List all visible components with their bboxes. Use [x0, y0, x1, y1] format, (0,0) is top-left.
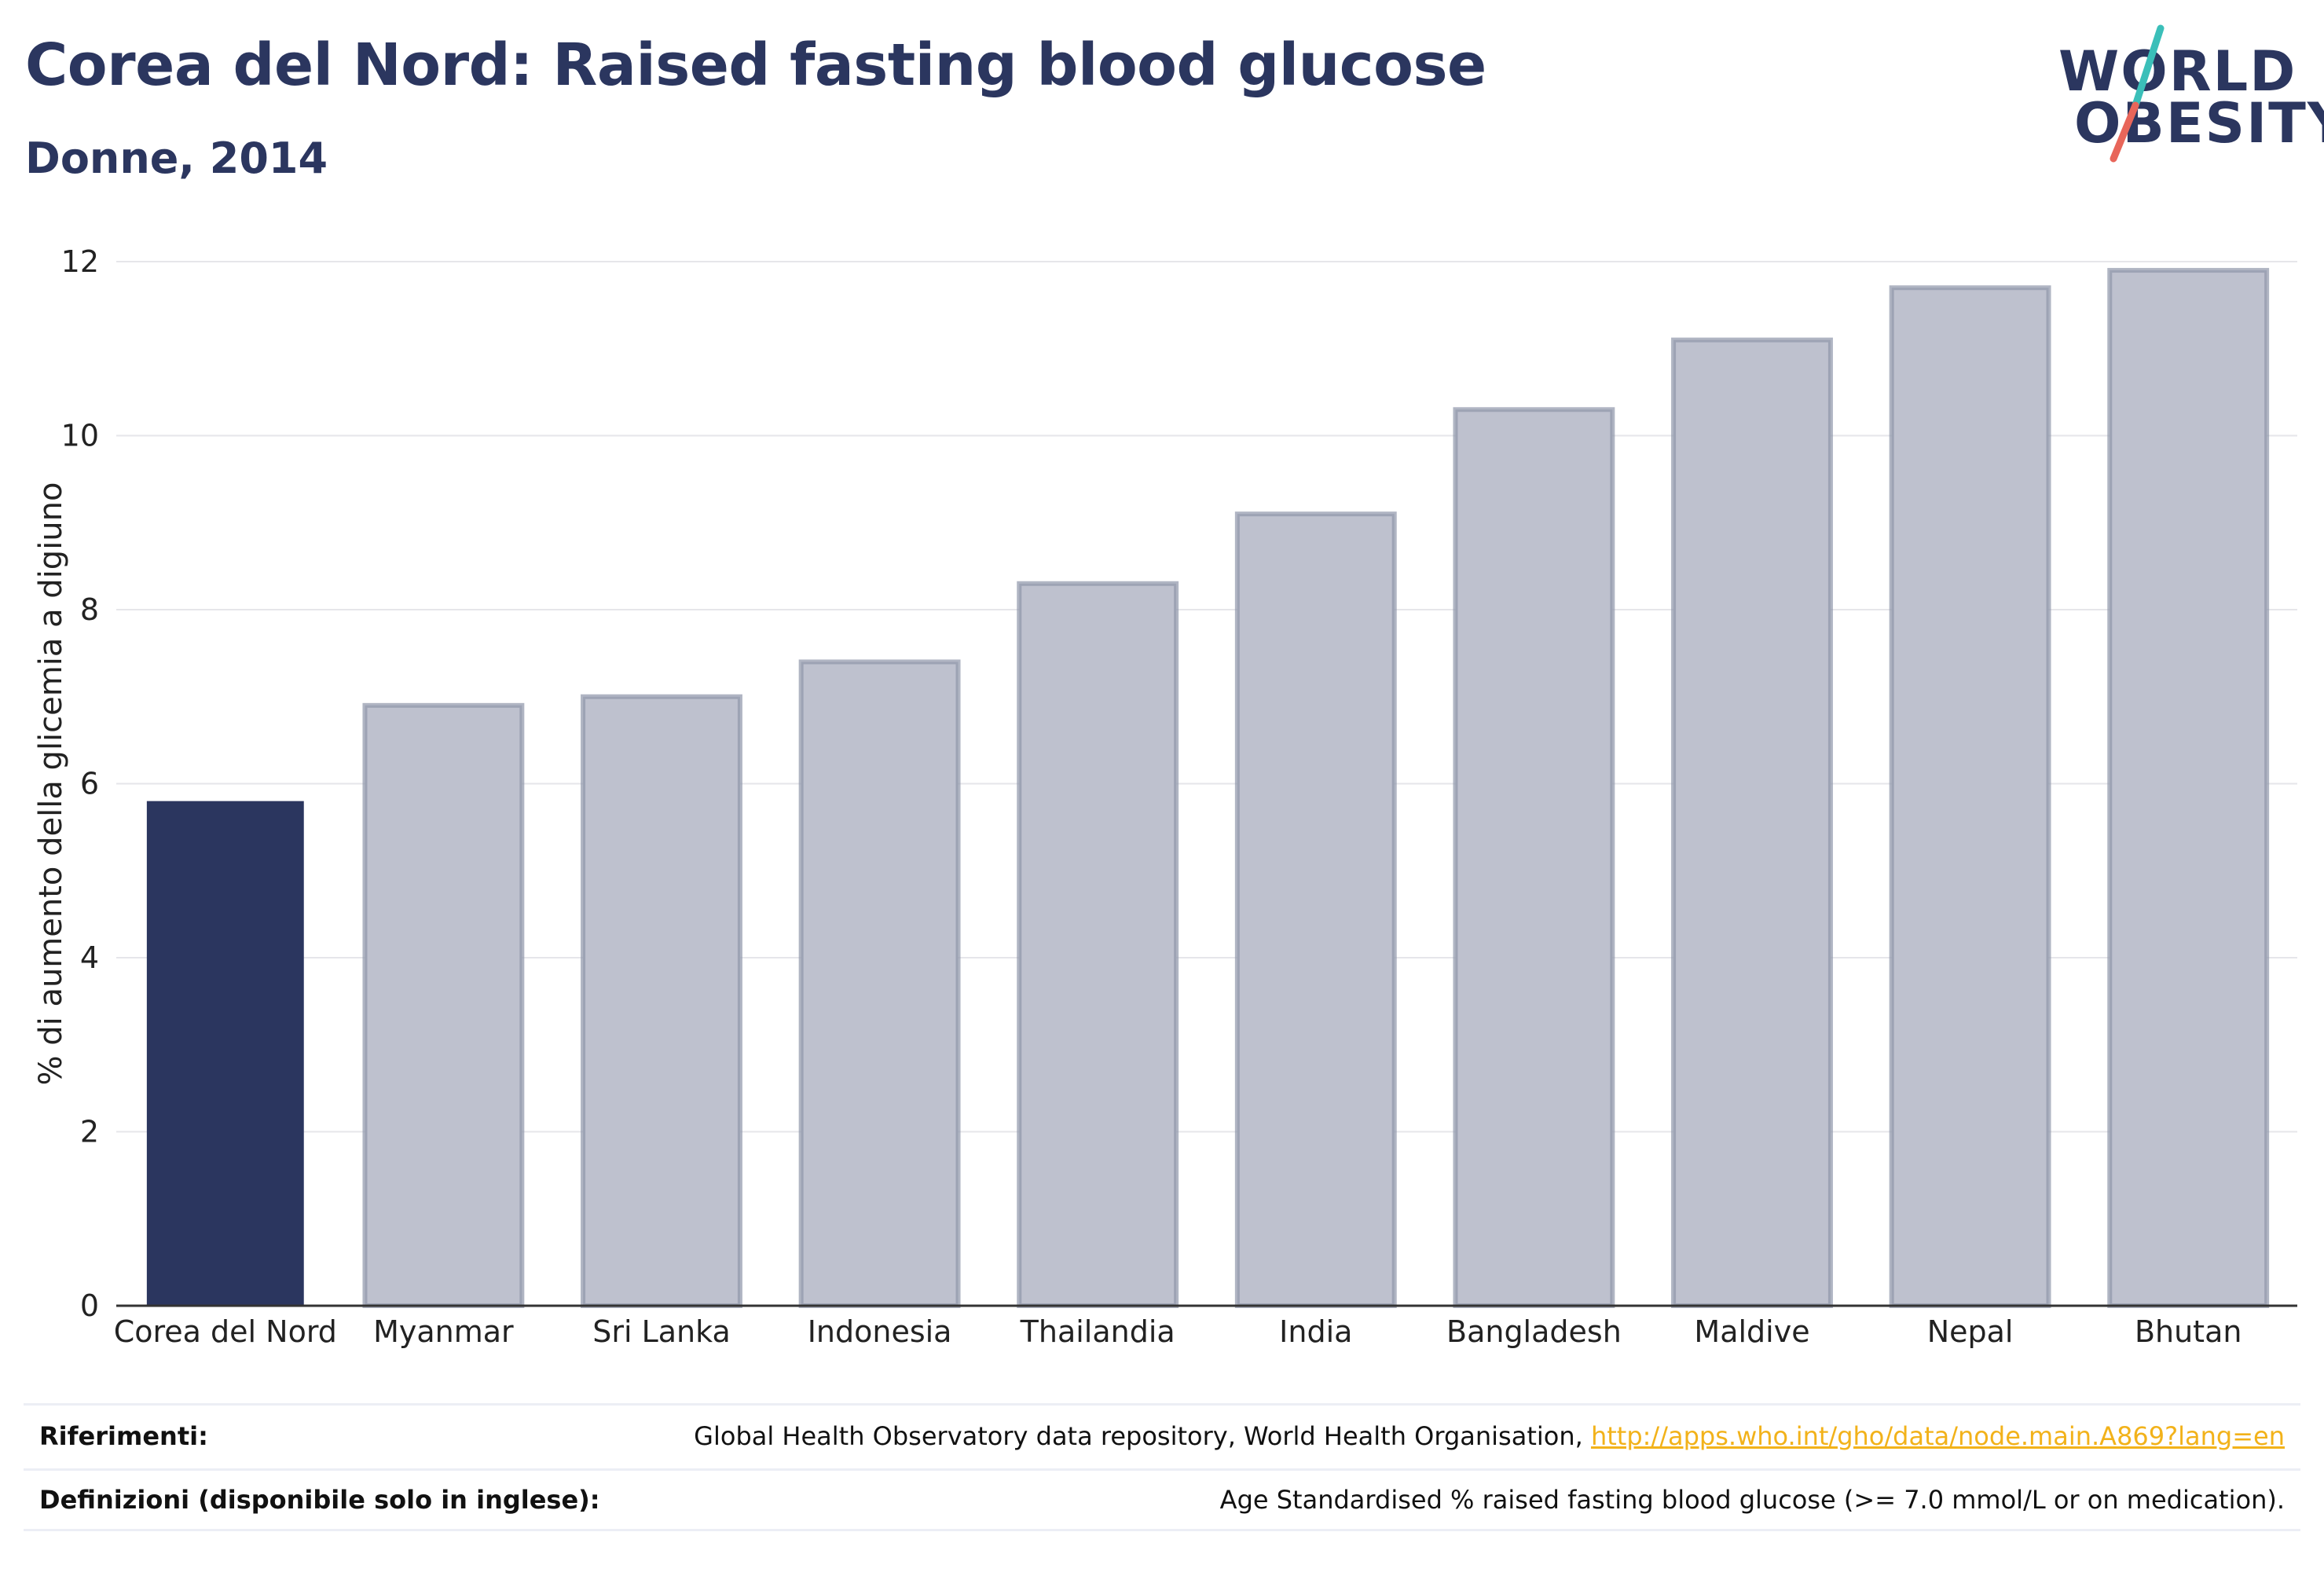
axes: 0 2 4 6 8 10 12 Corea del Nord Myanmar Sri Lanka I… — [61, 244, 2297, 1349]
y-tick-label: 2 — [80, 1115, 99, 1149]
x-tick-label: Sri Lanka — [592, 1314, 731, 1349]
chart-title: Corea del Nord: Raised fasting blood glu… — [25, 31, 1486, 99]
logo-text-obesity: OBESITY — [2074, 91, 2324, 156]
y-axis-label: % di aumento della glicemia a digiuno — [33, 482, 69, 1086]
bars — [146, 268, 2270, 1309]
y-tick-label: 0 — [80, 1288, 99, 1323]
x-tick-label: India — [1279, 1314, 1352, 1349]
logo-slash-icon — [2110, 24, 2165, 163]
bar — [1453, 407, 1615, 1308]
x-tick-label: Maldive — [1694, 1314, 1809, 1349]
references-value: Global Health Observatory data repositor… — [694, 1421, 2285, 1451]
x-tick-label: Thailandia — [1020, 1314, 1175, 1349]
x-tick-label: Bhutan — [2135, 1314, 2242, 1349]
bar — [1671, 337, 1833, 1308]
bar-chart: 0 2 4 6 8 10 12 Corea del Nord Myanmar Sri Lanka I… — [33, 244, 2297, 1349]
y-tick-label: 12 — [61, 244, 99, 279]
bar — [2107, 268, 2270, 1309]
definitions-label: Definizioni (disponibile solo in inglese… — [39, 1485, 600, 1515]
bar — [798, 659, 961, 1308]
y-tick-label: 6 — [80, 767, 99, 801]
references-text: Global Health Observatory data repositor… — [694, 1420, 1583, 1451]
definitions-text: Age Standardised % raised fasting blood … — [1219, 1485, 2285, 1515]
references-label: Riferimenti: — [39, 1420, 208, 1451]
bar — [1234, 511, 1397, 1308]
definitions-row: Definizioni (disponibile solo in inglese… — [24, 1468, 2300, 1531]
bar — [581, 694, 742, 1308]
bar — [1017, 581, 1179, 1308]
chart-subtitle: Donne, 2014 — [25, 134, 328, 183]
world-obesity-logo: WORLD OBESITY — [2043, 24, 2324, 173]
x-tick-label: Indonesia — [808, 1314, 952, 1349]
references-link[interactable]: http://apps.who.int/gho/data/node.main.A… — [1590, 1420, 2285, 1451]
y-tick-label: 4 — [80, 940, 99, 975]
x-tick-label: Bangladesh — [1446, 1314, 1622, 1349]
x-tick-label: Nepal — [1927, 1314, 2014, 1349]
bar — [362, 702, 525, 1308]
y-tick-label: 8 — [80, 592, 99, 627]
y-tick-label: 10 — [61, 419, 99, 453]
references-row: Riferimenti: Global Health Observatory d… — [24, 1403, 2300, 1466]
logo-text-world: WORLD — [2058, 39, 2297, 104]
bar — [146, 801, 304, 1306]
bar — [1889, 285, 2051, 1309]
x-tick-label: Corea del Nord — [114, 1314, 337, 1349]
x-tick-label: Myanmar — [373, 1314, 514, 1349]
